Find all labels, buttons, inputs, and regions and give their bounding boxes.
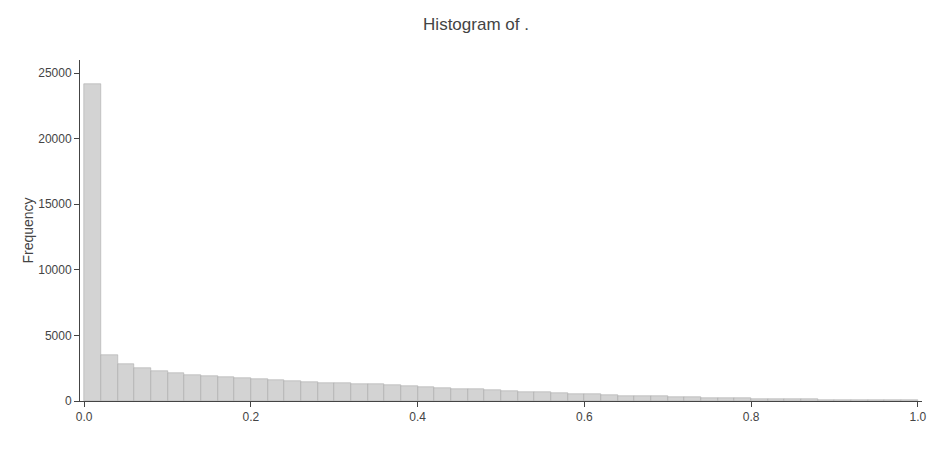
- svg-text:20000: 20000: [38, 132, 72, 146]
- svg-text:0.8: 0.8: [743, 410, 760, 424]
- svg-text:Histogram of .: Histogram of .: [423, 15, 529, 34]
- svg-text:0.2: 0.2: [243, 410, 260, 424]
- svg-text:10000: 10000: [38, 263, 72, 277]
- svg-text:25000: 25000: [38, 66, 72, 80]
- svg-text:0: 0: [65, 394, 72, 408]
- svg-text:Frequency: Frequency: [20, 197, 36, 263]
- svg-text:15000: 15000: [38, 197, 72, 211]
- svg-text:0.0: 0.0: [76, 410, 93, 424]
- svg-text:5000: 5000: [45, 329, 72, 343]
- svg-text:0.6: 0.6: [576, 410, 593, 424]
- svg-text:0.4: 0.4: [409, 410, 426, 424]
- svg-text:1.0: 1.0: [909, 410, 926, 424]
